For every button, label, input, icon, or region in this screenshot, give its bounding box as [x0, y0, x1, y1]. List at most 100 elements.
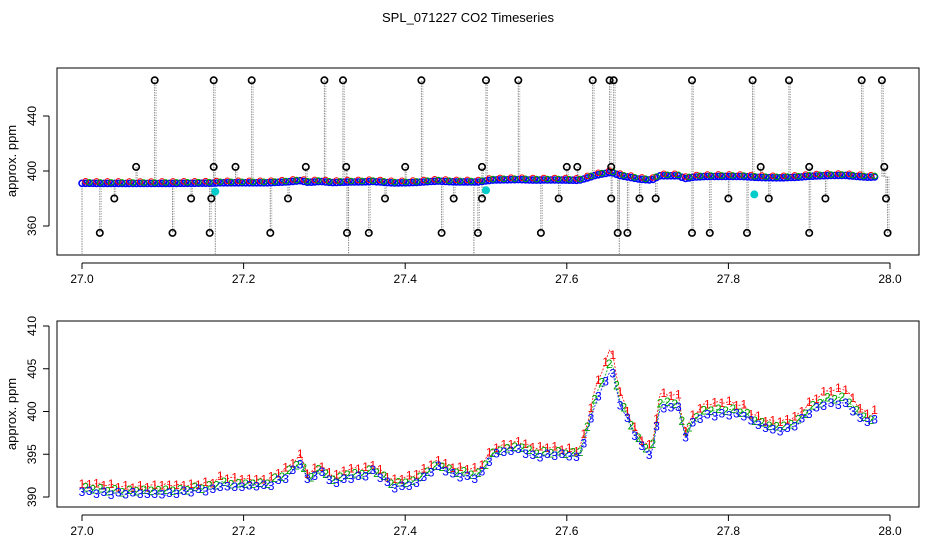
top-point-2 [435, 176, 442, 184]
bottom-marker-2: 2 [308, 471, 315, 485]
top-outlier-mid-point [573, 162, 582, 171]
top-point-3 [190, 179, 199, 188]
bottom-marker-3: 3 [762, 421, 769, 435]
bottom-marker-1: 1 [813, 392, 820, 406]
bottom-marker-3: 3 [450, 466, 457, 480]
bottom-marker-3: 3 [631, 429, 638, 443]
top-point-3 [758, 173, 766, 182]
bottom-marker-3: 3 [755, 418, 762, 432]
bottom-marker-1: 1 [617, 385, 624, 399]
bottom-marker-2: 2 [868, 413, 875, 427]
bottom-marker-2: 2 [809, 399, 816, 413]
top-point-3 [329, 178, 337, 187]
top-point-2 [675, 171, 682, 179]
top-point-1 [398, 177, 406, 185]
top-outlier-low-point [651, 194, 660, 203]
top-spline-point [211, 187, 220, 196]
bottom-marker-3: 3 [784, 421, 791, 435]
top-outlier-bottom-point [623, 228, 632, 237]
bottom-marker-1: 1 [806, 395, 813, 409]
top-point-3 [529, 176, 537, 184]
bottom-marker-1: 1 [595, 373, 602, 387]
top-point-1 [780, 172, 788, 180]
top-point-3 [703, 172, 712, 181]
top-point-3 [830, 171, 839, 180]
top-point-3 [274, 178, 283, 187]
top-outlier-high-point [784, 76, 793, 85]
top-point-3 [790, 173, 799, 182]
bottom-marker-3: 3 [413, 476, 420, 490]
top-point-3 [801, 172, 810, 181]
top-x-tick-label-3: 27.6 [555, 272, 579, 286]
bottom-marker-1: 1 [355, 462, 362, 476]
bottom-marker-3: 3 [304, 472, 311, 486]
bottom-marker-1: 1 [675, 387, 682, 401]
top-point-2 [129, 179, 137, 186]
bottom-marker-3: 3 [406, 479, 413, 493]
top-point-3 [81, 179, 90, 188]
bottom-marker-2: 2 [650, 437, 657, 451]
top-point-3 [667, 172, 675, 180]
bottom-marker-3: 3 [173, 487, 180, 501]
top-outlier-bottom-point [536, 228, 545, 237]
bottom-marker-3: 3 [268, 479, 275, 493]
top-x-tick-label-4: 27.8 [717, 272, 741, 286]
bottom-marker-1: 1 [246, 472, 253, 486]
bottom-marker-1: 1 [340, 464, 347, 478]
bottom-marker-2: 2 [773, 419, 780, 433]
top-outlier-bottom-point [613, 228, 622, 237]
top-point-1 [573, 175, 580, 182]
top-point-2 [96, 179, 104, 186]
bottom-marker-3: 3 [391, 482, 398, 496]
top-outlier-bottom-point [805, 228, 814, 237]
top-point-1 [507, 174, 515, 181]
bottom-marker-1: 1 [188, 477, 195, 491]
top-point-1 [213, 177, 220, 185]
top-point-2 [391, 178, 399, 186]
bottom-marker-1: 1 [799, 404, 806, 418]
top-point-1 [475, 176, 482, 184]
bottom-marker-1: 1 [406, 469, 413, 483]
bottom-marker-2: 2 [446, 462, 453, 476]
top-panel: approx. ppm 27.0 27.2 27.4 27.6 27.8 28.0 360… [4, 67, 920, 286]
top-outlier-high-point [609, 76, 618, 85]
top-point-3 [299, 177, 308, 186]
top-point-1 [835, 170, 842, 177]
bottom-marker-3: 3 [144, 487, 151, 501]
bottom-marker-2: 2 [591, 393, 598, 407]
bottom-marker-3: 3 [319, 465, 326, 479]
bottom-marker-3: 3 [726, 408, 733, 422]
top-outlier-mid-point [880, 162, 889, 171]
bottom-marker-1: 1 [726, 394, 733, 408]
top-point-3 [470, 178, 479, 186]
top-point-1 [562, 174, 569, 182]
top-point-1 [856, 171, 864, 178]
top-spline-point [750, 190, 759, 199]
bottom-marker-2: 2 [191, 480, 198, 494]
bottom-marker-3: 3 [362, 470, 369, 484]
top-outlier-high-point [748, 76, 757, 85]
bottom-series-3: 3 3 3 3 3 3 3 3 3 3 3 3 3 3 3 3 3 3 3 3 3 3 3 3 3 3 3 3 33 33 3 33 3 3 3 3 3… [79, 367, 879, 503]
bottom-marker-1: 1 [828, 385, 835, 399]
bottom-marker-2: 2 [250, 477, 257, 491]
bottom-marker-1: 1 [442, 457, 449, 471]
bottom-marker-2: 2 [642, 441, 649, 455]
bottom-marker-1: 1 [748, 407, 755, 421]
top-point-1 [616, 170, 624, 177]
bottom-marker-1: 1 [122, 478, 129, 492]
top-point-3 [656, 172, 664, 180]
bottom-marker-1: 1 [231, 470, 238, 484]
bottom-marker-2: 2 [184, 484, 191, 498]
bottom-marker-2: 2 [330, 473, 337, 487]
bottom-marker-3: 3 [166, 486, 173, 500]
top-point-3 [507, 175, 515, 184]
top-point-3 [438, 177, 446, 186]
bottom-marker-3: 3 [202, 484, 209, 498]
top-point-3 [136, 179, 144, 188]
bottom-marker-1: 1 [508, 437, 515, 451]
bottom-marker-1: 1 [173, 478, 180, 492]
bottom-series-1-line [81, 349, 875, 489]
bottom-marker-3: 3 [566, 450, 573, 464]
top-point-3 [263, 179, 272, 187]
